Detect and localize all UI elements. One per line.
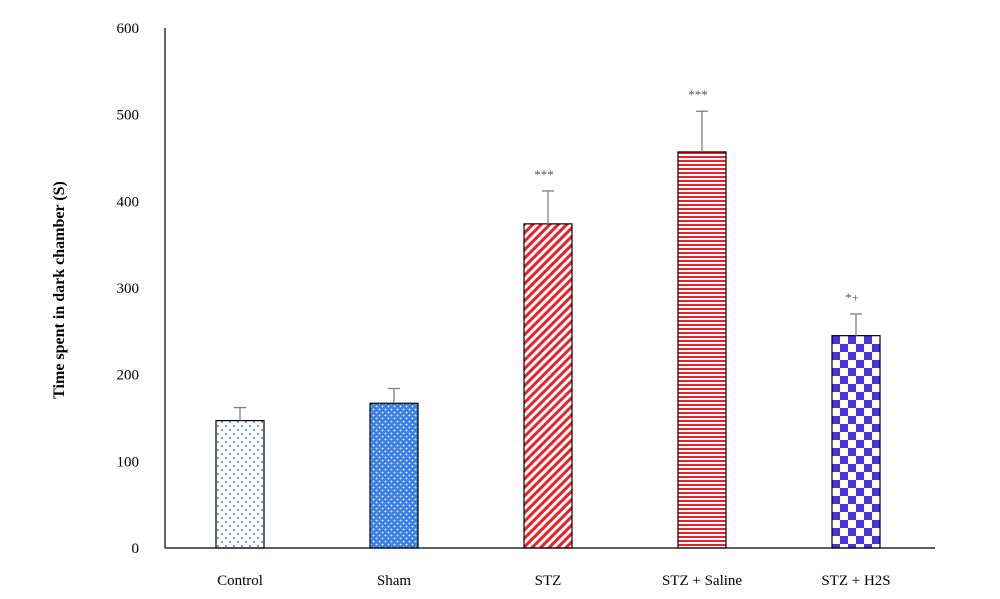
x-tick-label: STZ <box>535 573 562 589</box>
significance-label: *+ <box>845 290 859 305</box>
y-tick-label: 500 <box>117 108 140 124</box>
bar-stz <box>523 223 573 549</box>
y-tick-label: 400 <box>117 194 140 210</box>
y-tick-label: 100 <box>117 454 140 470</box>
x-tick-label: STZ + H2S <box>821 573 890 589</box>
y-tick-label: 0 <box>132 541 140 557</box>
x-tick-label: Sham <box>377 573 412 589</box>
y-tick-label: 200 <box>117 368 140 384</box>
x-axis-labels: Control Sham STZ STZ + Saline STZ + H2S <box>217 573 891 589</box>
y-tick-label: 300 <box>117 281 140 297</box>
significance-label: *** <box>688 87 708 102</box>
bar-stz-saline <box>677 151 727 549</box>
bar-stz-h2s <box>831 335 881 549</box>
y-tick-label: 600 <box>117 21 140 37</box>
y-axis-title: Time spent in dark chamber (S) <box>51 181 68 399</box>
x-tick-label: STZ + Saline <box>662 573 742 589</box>
x-tick-label: Control <box>217 573 263 589</box>
bar-control <box>215 420 265 549</box>
bars-group: *** *** *+ <box>215 87 881 549</box>
bar-sham <box>369 402 419 549</box>
y-axis-ticks: 0 100 200 300 400 500 600 <box>117 21 140 557</box>
significance-label: *** <box>534 167 554 182</box>
